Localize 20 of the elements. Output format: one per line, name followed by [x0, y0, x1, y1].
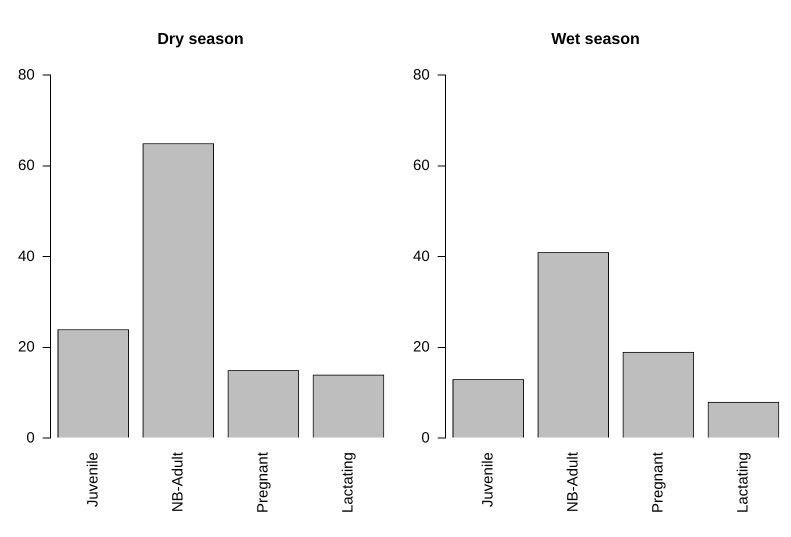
x-tick-label: Pregnant	[650, 451, 667, 514]
x-tick-label: NB-Adult	[564, 451, 582, 512]
y-tick-label: 80	[412, 66, 430, 84]
x-tick-label: Lactating	[734, 452, 752, 514]
x-tick-label: Juvenile	[84, 452, 102, 508]
y-tick-label: 0	[421, 429, 430, 446]
y-tick-label: 20	[18, 338, 35, 356]
y-tick-label: 40	[18, 248, 35, 265]
y-tick-label: 80	[18, 66, 35, 84]
y-tick-label: 0	[26, 429, 35, 446]
y-tick-label: 60	[412, 157, 430, 174]
chart-title: Dry season	[157, 31, 244, 48]
x-tick-label: Juvenile	[479, 452, 496, 508]
x-tick-label: Pregnant	[254, 451, 272, 514]
y-tick-label: 60	[18, 157, 35, 174]
chart-title: Wet season	[551, 31, 640, 48]
y-tick-label: 40	[412, 248, 430, 265]
y-tick-label: 20	[412, 338, 430, 356]
x-tick-label: Lactating	[340, 452, 357, 514]
x-tick-label: NB-Adult	[169, 451, 186, 512]
